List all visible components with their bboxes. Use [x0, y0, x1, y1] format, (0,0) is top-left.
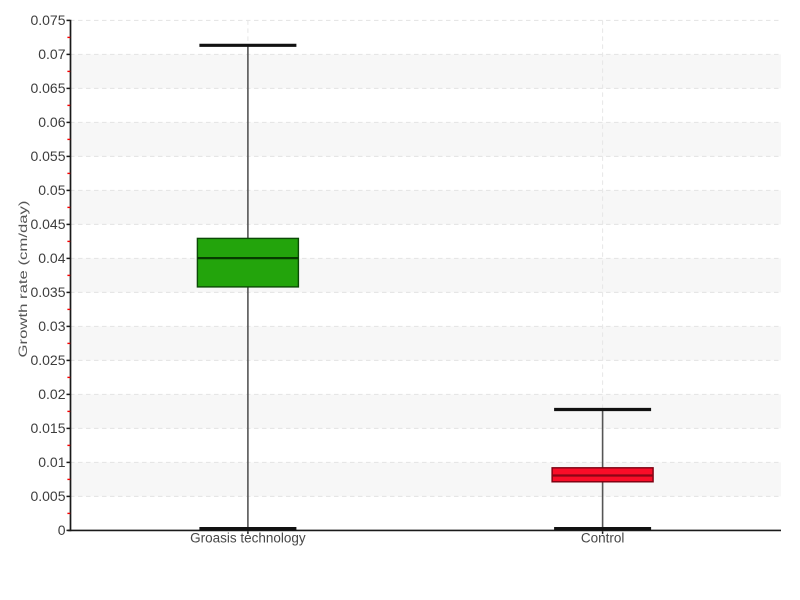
svg-text:0.025: 0.025: [30, 352, 65, 368]
svg-text:0.07: 0.07: [38, 46, 65, 62]
svg-text:0.02: 0.02: [38, 386, 65, 402]
svg-text:Groasis technology: Groasis technology: [190, 531, 306, 546]
svg-text:0: 0: [58, 522, 66, 538]
svg-text:0.045: 0.045: [30, 216, 65, 232]
svg-text:0.05: 0.05: [38, 182, 65, 198]
svg-text:Growth rate (cm/day): Growth rate (cm/day): [16, 201, 30, 358]
svg-text:0.03: 0.03: [38, 318, 65, 334]
svg-text:0.04: 0.04: [38, 250, 65, 266]
svg-text:0.005: 0.005: [30, 488, 65, 504]
svg-text:0.01: 0.01: [38, 454, 65, 470]
svg-text:0.035: 0.035: [30, 284, 65, 300]
svg-text:Control: Control: [581, 531, 625, 546]
svg-text:0.065: 0.065: [30, 80, 65, 96]
svg-text:0.015: 0.015: [30, 420, 65, 436]
svg-text:0.055: 0.055: [30, 148, 65, 164]
svg-text:0.06: 0.06: [38, 114, 65, 130]
svg-text:0.075: 0.075: [30, 12, 65, 28]
